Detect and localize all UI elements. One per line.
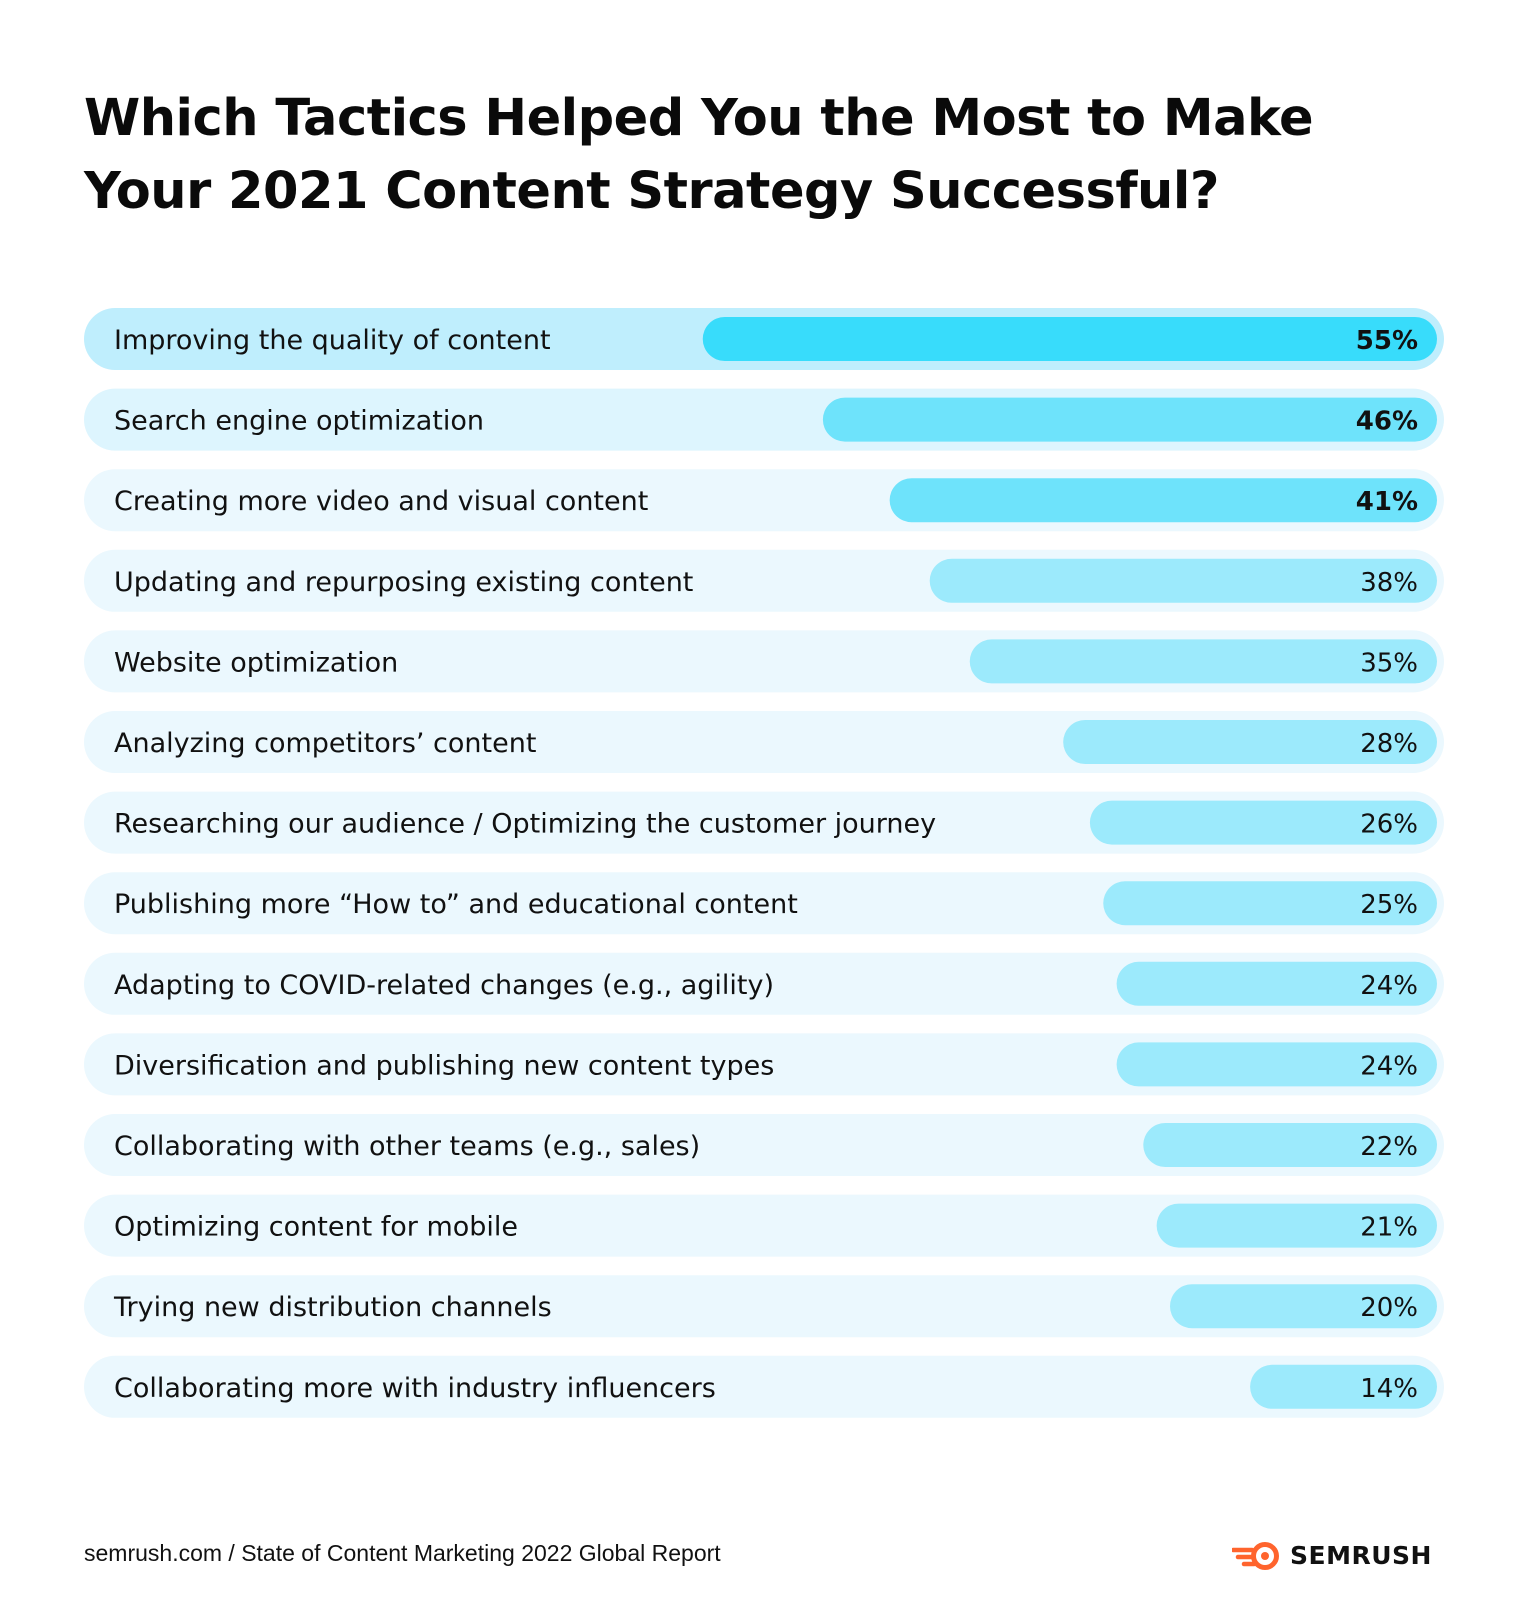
chart-title-line-1: Which Tactics Helped You the Most to Mak… — [84, 89, 1314, 148]
value-label: 38% — [1360, 568, 1418, 598]
value-label: 24% — [1360, 1051, 1418, 1081]
brand-name: SEMRUSH — [1290, 1540, 1432, 1570]
bar — [702, 317, 1437, 361]
bar-row: Updating and repurposing existing conten… — [84, 549, 1444, 612]
category-label: Improving the quality of content — [114, 325, 551, 356]
bar — [1143, 1123, 1437, 1167]
value-label: 24% — [1360, 971, 1418, 1001]
value-label: 26% — [1360, 810, 1418, 840]
value-label: 28% — [1360, 729, 1418, 759]
bar-row: Researching our audience / Optimizing th… — [84, 791, 1444, 854]
bar — [929, 558, 1437, 603]
bar-row: Search engine optimization 46% — [84, 388, 1444, 451]
bar-track — [84, 1194, 1444, 1257]
bar-row: Collaborating more with industry influen… — [84, 1355, 1444, 1418]
bar-row: Analyzing competitors’ content 28% — [84, 711, 1444, 773]
value-label: 21% — [1360, 1213, 1418, 1243]
category-label: Search engine optimization — [114, 406, 484, 437]
category-label: Website optimization — [114, 647, 398, 678]
bar-row: Creating more video and visual content 41… — [84, 469, 1444, 532]
bar — [1089, 800, 1437, 845]
category-label: Publishing more “How to” and educational… — [114, 889, 798, 920]
brand-logo: SEMRUSH — [1232, 1536, 1432, 1574]
value-label: 14% — [1360, 1374, 1418, 1404]
bar — [889, 478, 1437, 523]
bar — [1250, 1364, 1437, 1409]
category-label: Trying new distribution channels — [113, 1292, 552, 1323]
bar — [1170, 1284, 1437, 1329]
bar — [1116, 1042, 1437, 1087]
bar-row: Website optimization 35% — [84, 630, 1444, 693]
value-label: 25% — [1360, 890, 1418, 920]
bar-row: Publishing more “How to” and educational… — [84, 872, 1444, 935]
category-label: Optimizing content for mobile — [114, 1212, 518, 1243]
value-label: 46% — [1356, 407, 1418, 437]
bar-track — [84, 1355, 1444, 1418]
bar-track — [84, 872, 1444, 935]
bar — [969, 639, 1437, 684]
bar — [1063, 720, 1437, 764]
bar-track — [84, 1114, 1444, 1176]
category-label: Creating more video and visual content — [114, 486, 648, 517]
value-label: 22% — [1360, 1132, 1418, 1162]
value-label: 20% — [1360, 1293, 1418, 1323]
bar-track — [84, 1275, 1444, 1338]
bar-row: Adapting to COVID-related changes (e.g.,… — [84, 952, 1444, 1015]
bar — [1116, 961, 1437, 1006]
bar-row: Trying new distribution channels 20% — [84, 1275, 1444, 1338]
value-label: 35% — [1360, 648, 1418, 678]
value-label: 41% — [1356, 487, 1418, 517]
semrush-flame-icon — [1232, 1542, 1279, 1570]
bar-track — [84, 1033, 1444, 1096]
bar-row: Optimizing content for mobile 21% — [84, 1194, 1444, 1257]
chart-title-line-2: Your 2021 Content Strategy Successful? — [84, 162, 1219, 221]
bar-row: Improving the quality of content 55% — [84, 308, 1444, 370]
category-label: Researching our audience / Optimizing th… — [114, 809, 936, 840]
value-label: 55% — [1356, 326, 1418, 356]
bar-row: Collaborating with other teams (e.g., sa… — [84, 1114, 1444, 1176]
bar — [1156, 1203, 1437, 1248]
chart-title: Which Tactics Helped You the Most to Mak… — [84, 82, 1444, 228]
category-label: Collaborating more with industry influen… — [114, 1373, 716, 1404]
source-note: semrush.com / State of Content Marketing… — [84, 1540, 721, 1566]
category-label: Adapting to COVID-related changes (e.g.,… — [114, 970, 774, 1001]
bar-row: Diversification and publishing new conte… — [84, 1033, 1444, 1096]
category-label: Analyzing competitors’ content — [114, 728, 536, 759]
bar — [822, 397, 1437, 442]
category-label: Collaborating with other teams (e.g., sa… — [114, 1131, 700, 1162]
bar — [1103, 881, 1437, 926]
bar-track — [84, 952, 1444, 1015]
category-label: Diversification and publishing new conte… — [114, 1050, 774, 1081]
category-label: Updating and repurposing existing conten… — [114, 567, 693, 598]
